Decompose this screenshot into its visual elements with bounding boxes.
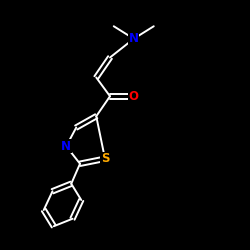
Text: S: S	[101, 152, 109, 165]
Text: O: O	[129, 90, 139, 103]
Text: N: N	[129, 32, 139, 45]
Text: N: N	[61, 140, 71, 153]
